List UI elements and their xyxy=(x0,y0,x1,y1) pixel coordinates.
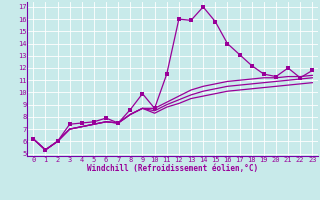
X-axis label: Windchill (Refroidissement éolien,°C): Windchill (Refroidissement éolien,°C) xyxy=(87,164,258,173)
